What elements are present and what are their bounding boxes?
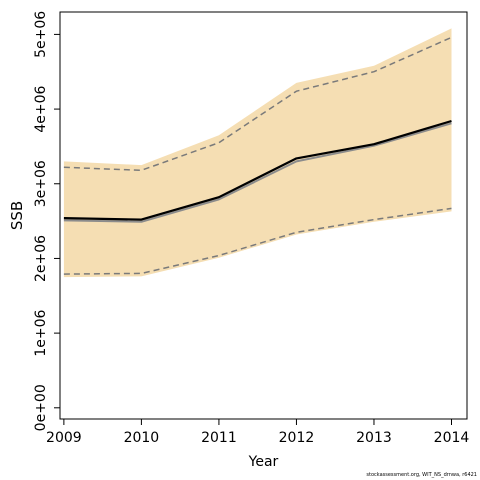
- x-tick-label: 2009: [46, 430, 82, 446]
- x-tick-label: 2011: [201, 430, 237, 446]
- confidence-band-layer: [63, 28, 452, 278]
- upper-bound-line: [63, 36, 452, 172]
- y-axis-label: SSB: [8, 201, 26, 230]
- x-tick-label: 2013: [356, 430, 392, 446]
- x-axis-label: Year: [248, 454, 279, 470]
- footer-credit: stockassessment.org, WIT_NS_drnwa, r6421: [366, 472, 477, 478]
- y-axis: 0e+00 1e+06 2e+06 3e+06 4e+06 5e+06: [33, 11, 60, 431]
- secondary-estimate-line: [63, 122, 452, 223]
- ssb-estimate-line: [63, 119, 452, 221]
- x-tick-label: 2010: [124, 430, 160, 446]
- x-tick-label: 2012: [279, 430, 315, 446]
- plot-frame: [59, 11, 468, 420]
- y-tick-label: 4e+06: [33, 85, 49, 132]
- y-tick-label: 0e+00: [33, 384, 49, 431]
- confidence-band: [63, 28, 452, 278]
- x-tick-label: 2014: [434, 430, 470, 446]
- lower-bound-line: [63, 207, 452, 275]
- y-tick-label: 1e+06: [33, 310, 49, 357]
- y-tick-label: 2e+06: [33, 235, 49, 282]
- series-lines-layer: [63, 36, 452, 275]
- y-tick-label: 5e+06: [33, 11, 49, 58]
- y-tick-label: 3e+06: [33, 160, 49, 207]
- x-axis: 2009 2010 2011 2012 2013 2014: [46, 419, 469, 446]
